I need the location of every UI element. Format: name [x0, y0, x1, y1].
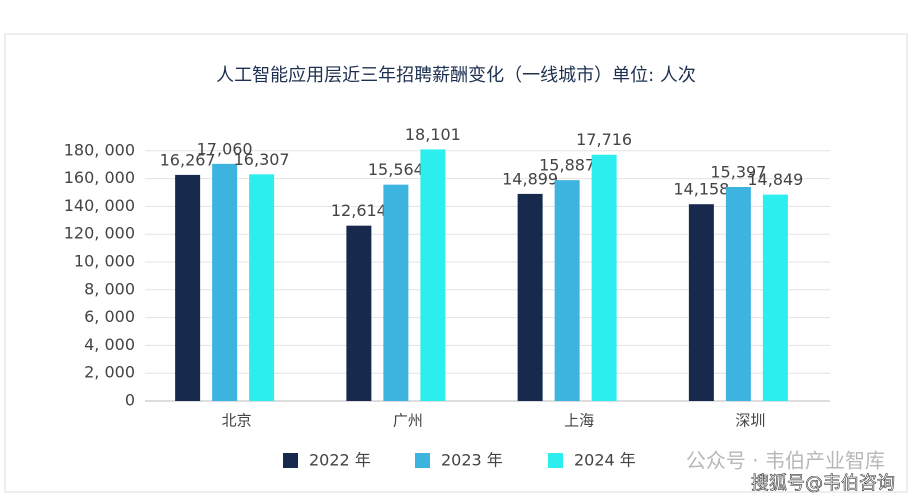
legend-swatch [415, 453, 430, 468]
chart-title: 人工智能应用层近三年招聘薪酬变化（一线城市）单位: 人次 [216, 65, 696, 86]
value-label: 17,060 [197, 139, 253, 158]
legend-label: 2023 年 [441, 451, 503, 470]
value-label: 16,267 [160, 150, 216, 169]
bar [762, 194, 788, 401]
legend-swatch [283, 453, 298, 468]
value-label: 15,397 [710, 162, 766, 181]
y-tick-label: 160, 000 [64, 168, 135, 187]
watermark: 搜狐号@韦伯咨询 [751, 473, 895, 494]
bar [346, 225, 372, 401]
bar [383, 184, 409, 401]
bar [249, 174, 275, 401]
bar [517, 193, 543, 401]
bar [175, 174, 201, 401]
bar [420, 149, 446, 401]
legend-swatch [548, 453, 563, 468]
y-tick-label: 6, 000 [84, 307, 135, 326]
bar [725, 186, 751, 401]
x-tick-label: 广州 [393, 412, 423, 430]
y-tick-label: 10, 000 [74, 252, 135, 271]
bar [554, 180, 580, 401]
value-label: 16,307 [234, 150, 290, 169]
value-label: 18,101 [405, 125, 461, 144]
value-label: 14,899 [502, 169, 558, 188]
value-label: 17,716 [576, 130, 632, 149]
bar [591, 154, 617, 401]
chart-frame [4, 33, 908, 493]
bar [212, 163, 238, 401]
value-label: 15,564 [368, 160, 424, 179]
legend-label: 2024 年 [574, 451, 636, 470]
bar [688, 204, 714, 401]
y-tick-label: 2, 000 [84, 363, 135, 382]
x-tick-label: 深圳 [735, 412, 765, 430]
legend-label: 2022 年 [309, 451, 371, 470]
y-tick-label: 180, 000 [64, 140, 135, 159]
y-tick-label: 8, 000 [84, 279, 135, 298]
y-tick-label: 140, 000 [64, 196, 135, 215]
watermark: 公众号 · 韦伯产业智库 [686, 449, 885, 473]
value-label: 14,158 [673, 180, 729, 199]
y-tick-label: 0 [125, 391, 135, 410]
value-label: 15,887 [539, 156, 595, 175]
y-tick-label: 4, 000 [84, 335, 135, 354]
value-label: 14,849 [747, 170, 803, 189]
value-label: 12,614 [331, 201, 387, 220]
x-tick-label: 上海 [564, 412, 594, 430]
y-tick-label: 120, 000 [64, 224, 135, 243]
x-tick-label: 北京 [222, 412, 252, 430]
